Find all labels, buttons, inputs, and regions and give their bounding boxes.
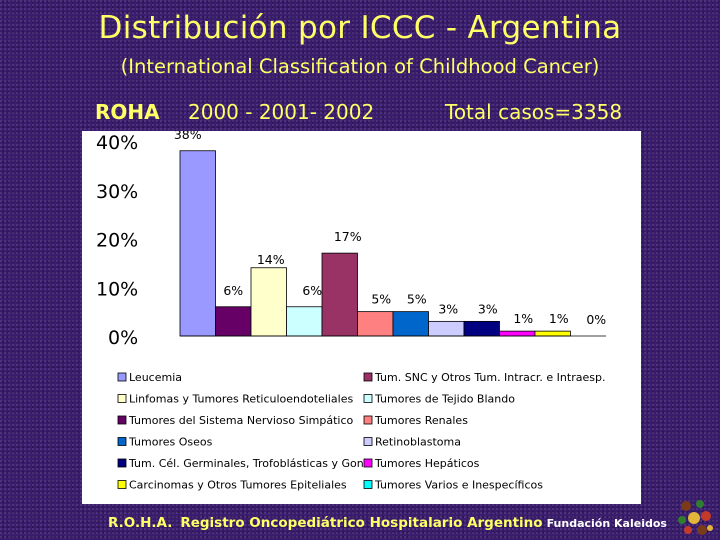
legend-swatch: [363, 458, 373, 468]
y-tick-label: 20%: [96, 230, 138, 252]
bar: [534, 330, 571, 337]
registry-label: ROHA: [95, 100, 160, 124]
data-label: 0%: [586, 312, 606, 327]
total-cases-label: Total casos=3358: [445, 100, 623, 124]
legend-swatch: [117, 372, 127, 382]
data-label: 5%: [407, 292, 427, 307]
legend-entry: Tumores Varios e Inespecíficos: [374, 479, 543, 492]
legend-entry: Leucemia: [129, 371, 182, 384]
footer-foundation: Fundación Kaleidos: [546, 517, 667, 530]
data-label: 5%: [371, 292, 391, 307]
data-label: 3%: [438, 301, 458, 316]
legend-entry: Tumores de Tejido Blando: [374, 393, 515, 406]
bar-chart: 40% 30% 20% 10% 0% 38% 6% 14% 6% 17% 5% 5% 3% 3% 1% 1% 0…: [96, 131, 606, 492]
data-label: 1%: [513, 311, 533, 326]
bar: [392, 311, 429, 337]
bar: [179, 150, 216, 337]
bar: [250, 267, 287, 337]
bar: [215, 306, 252, 337]
legend-swatch: [363, 394, 373, 403]
footer-acronym: R.O.H.A.: [108, 515, 173, 531]
legend-swatch: [363, 415, 373, 425]
footer-registry-name: Registro Oncopediátrico Hospitalario Arg…: [180, 515, 543, 531]
y-tick-label: 10%: [96, 278, 138, 300]
y-tick-label: 40%: [96, 132, 138, 154]
y-tick-label: 30%: [96, 181, 138, 203]
legend-entry: Tumores Renales: [374, 414, 468, 427]
data-label: 6%: [223, 283, 243, 298]
legend-entry: Tumores Hepáticos: [374, 457, 480, 470]
legend-entry: Tumores del Sistema Nervioso Simpático: [128, 414, 354, 427]
legend-swatch: [363, 480, 373, 489]
bar: [499, 330, 536, 337]
legend-swatch: [117, 415, 127, 425]
years-label: 2000 - 2001- 2002: [188, 100, 375, 124]
legend-entry: Retinoblastoma: [375, 436, 461, 449]
legend-entry: Tumores Oseos: [128, 436, 213, 449]
legend-swatch: [117, 458, 127, 468]
bar: [321, 252, 358, 337]
legend-entry: Linfomas y Tumores Reticuloendoteliales: [129, 393, 353, 406]
data-label: 3%: [478, 301, 498, 316]
legend-entry: Tum. SNC y Otros Tum. Intracr. e Intraes…: [374, 371, 605, 384]
footer: R.O.H.A. Registro Oncopediátrico Hospital…: [108, 515, 667, 531]
legend-entry: Carcinomas y Otros Tumores Epiteliales: [129, 479, 347, 492]
bar: [357, 311, 394, 337]
data-label: 17%: [334, 229, 362, 244]
data-label: 1%: [549, 311, 569, 326]
y-tick-label: 0%: [108, 327, 138, 349]
bar: [463, 320, 500, 337]
legend-swatch: [363, 372, 373, 382]
legend-swatch: [117, 480, 127, 489]
data-label: 14%: [257, 252, 285, 267]
legend-swatch: [117, 437, 127, 446]
legend-entry: Tum. Cél. Germinales, Trofoblásticas y G…: [128, 457, 367, 470]
data-label: 6%: [302, 283, 322, 298]
bar: [286, 306, 323, 337]
slide-title: Distribución por ICCC - Argentina: [98, 10, 622, 46]
data-label: 38%: [174, 131, 202, 142]
slide-subtitle: (International Classification of Childho…: [120, 55, 600, 78]
legend-swatch: [363, 437, 373, 446]
bar: [428, 320, 465, 337]
chart-panel: 40% 30% 20% 10% 0% 38% 6% 14% 6% 17% 5% 5% 3% 3% 1% 1% 0…: [82, 131, 641, 504]
legend-swatch: [117, 394, 127, 403]
foundation-logo-icon: [678, 500, 713, 535]
